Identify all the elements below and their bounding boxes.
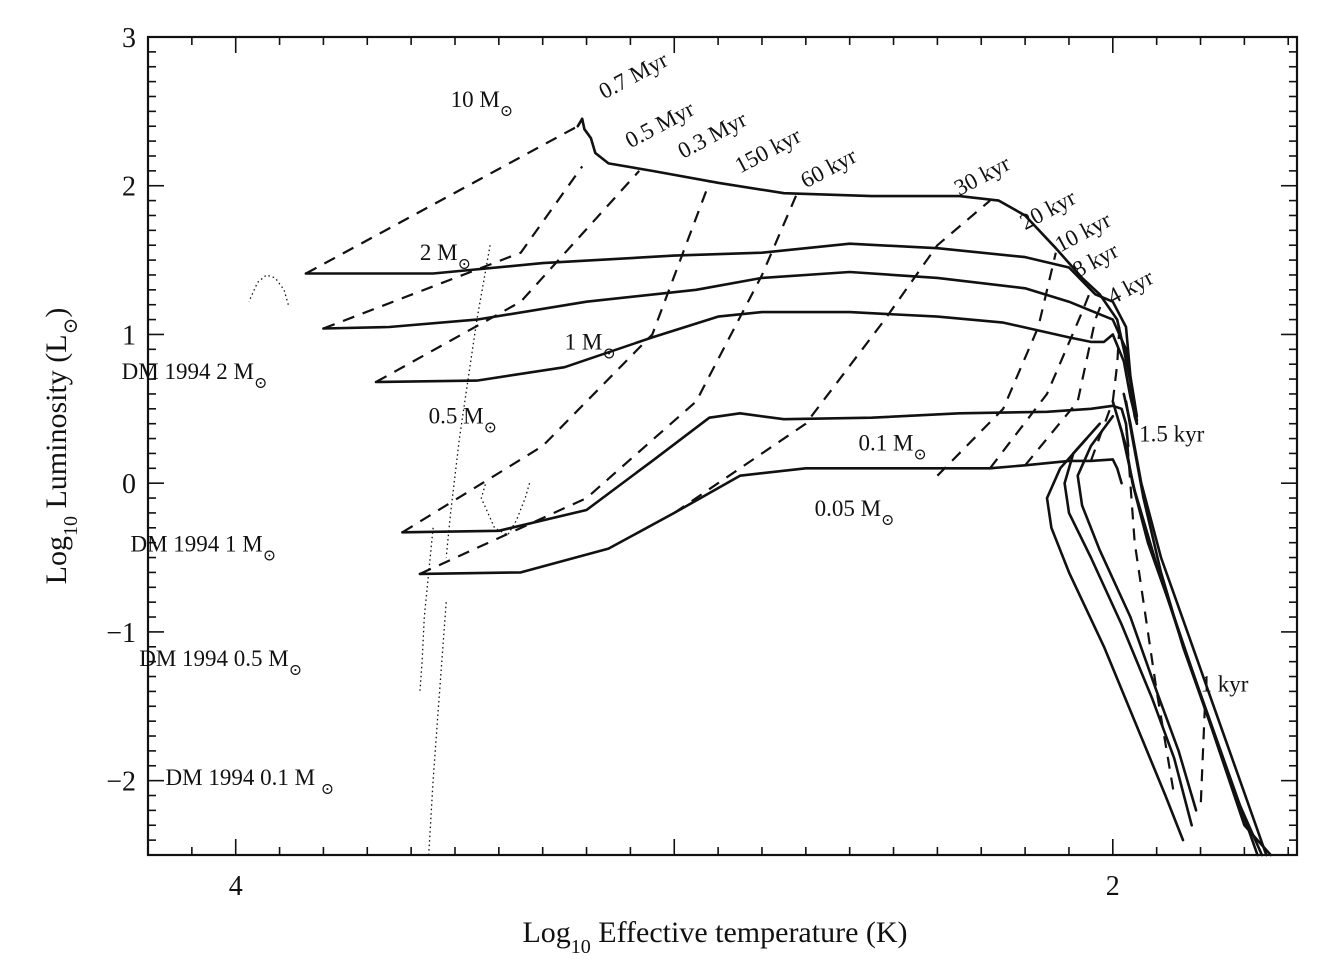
annotation-label: 0.1 M⊙	[858, 430, 926, 463]
annotation-label: 0.05 M⊙	[815, 496, 895, 529]
dm1994-track	[248, 274, 289, 305]
y-tick-label: −1	[106, 618, 136, 649]
dm1994-track	[419, 527, 434, 692]
annotation-label: 1.5 kyr	[1139, 422, 1205, 447]
isochrone-line	[1024, 296, 1106, 466]
evolutionary-track	[1122, 392, 1268, 857]
evolutionary-track	[1076, 415, 1198, 812]
annotation-label: 0.7 Myr	[595, 47, 672, 104]
isochrone-line	[1124, 423, 1176, 796]
dm1994-track	[428, 602, 447, 856]
evolutionary-track	[418, 458, 1123, 576]
annotation-label: 1 M⊙	[565, 329, 616, 362]
evolutionary-track	[401, 404, 1130, 534]
annotation-label: DM 1994 1 M⊙	[130, 532, 276, 565]
y-tick-label: 3	[122, 23, 136, 54]
annotation-label: 30 kyr	[950, 150, 1014, 200]
axis-ticks	[147, 36, 1297, 856]
evolutionary-track	[1063, 422, 1193, 827]
y-tick-label: 1	[122, 320, 136, 351]
isochrone-line	[323, 165, 584, 330]
annotation-label: DM 1994 0.1 M ⊙	[166, 765, 335, 798]
annotation-label: 4 kyr	[1103, 264, 1157, 309]
y-tick-label: −2	[106, 767, 136, 798]
dm1994-track	[480, 483, 531, 537]
isochrone-line	[1199, 706, 1206, 811]
isochrone-line	[673, 199, 991, 514]
x-tick-label: 2	[1106, 871, 1120, 902]
isochrone-line	[305, 125, 579, 275]
annotation-label: 10 M⊙	[451, 87, 514, 120]
tick-labels: 3 2 1 0 −1 −2 4 2	[106, 23, 1120, 902]
evolutionary-track	[1045, 437, 1185, 842]
x-tick-label: 4	[229, 871, 243, 902]
y-tick-label: 2	[122, 172, 136, 203]
annotation-label: 2 M⊙	[420, 240, 471, 273]
annotation-label: DM 1994 2 M⊙	[122, 359, 268, 392]
annotation-label: 60 kyr	[796, 143, 860, 193]
x-axis-title: Log10 Effective temperature (K)	[522, 916, 907, 958]
isochrone-line	[401, 182, 711, 534]
isochrones	[305, 125, 1206, 811]
annotation-label: 0.5 M⊙	[429, 404, 497, 437]
evolutionary-track	[304, 242, 1139, 418]
evolutionary-track	[374, 310, 1139, 425]
evolutionary-tracks	[304, 117, 1272, 857]
plot-frame	[146, 35, 1299, 857]
dm1994-tracks	[248, 245, 531, 856]
isochrone-line	[419, 192, 799, 575]
evolutionary-track	[322, 270, 1139, 422]
annotation-label: DM 1994 0.5 M⊙	[139, 646, 302, 679]
y-axis-title: Log10 Luminosity (L⊙)	[40, 308, 82, 585]
evolutionary-track	[1111, 400, 1259, 857]
isochrone-line	[936, 252, 1057, 477]
y-tick-label: 0	[122, 469, 136, 500]
dm1994-track	[445, 245, 491, 558]
isochrone-line	[989, 289, 1092, 469]
isochrone-line	[375, 170, 641, 383]
annotation-label: 1 kyr	[1201, 671, 1249, 696]
